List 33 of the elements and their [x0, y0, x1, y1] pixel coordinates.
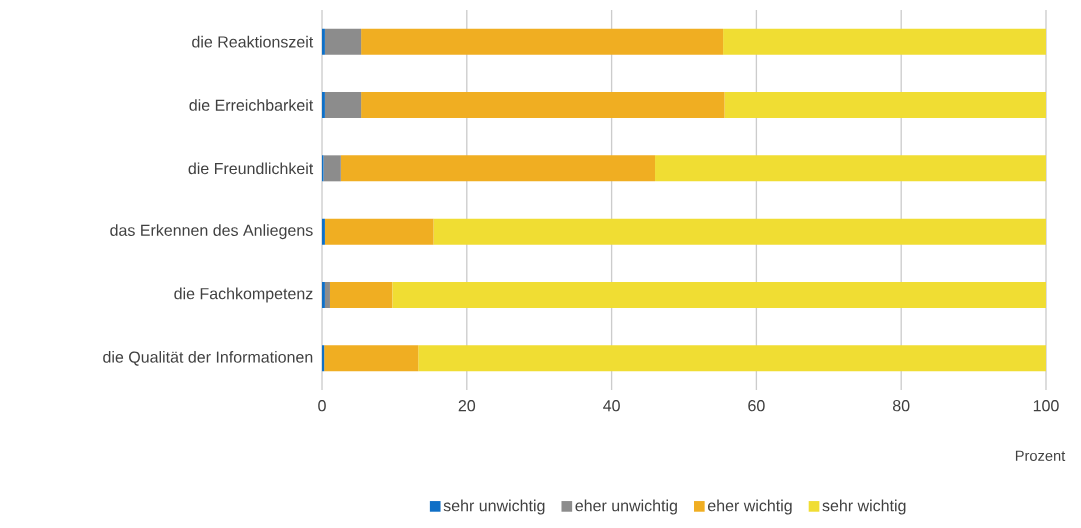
x-tick-label: 40: [603, 400, 620, 412]
y-tick-label: das Erkennen des Anliegens: [110, 224, 313, 240]
bar: [324, 345, 419, 372]
y-tick-label: die Qualität der Informationen: [103, 351, 313, 366]
bar: [324, 282, 330, 308]
bar: [361, 92, 725, 119]
bar: [655, 155, 1046, 182]
x-tick-label: 100: [1033, 400, 1059, 412]
bar: [329, 282, 393, 308]
bar: [361, 28, 724, 55]
bar: [324, 218, 434, 245]
y-tick-label: die Fachkompetenz: [174, 287, 313, 303]
bar: [392, 282, 1046, 308]
bar: [724, 92, 1046, 119]
x-tick-label: 80: [892, 400, 910, 412]
bar: [324, 28, 362, 55]
bar: [324, 92, 362, 119]
x-axis-title: Prozent: [1015, 450, 1066, 461]
legend-label: eher wichtig: [707, 499, 792, 515]
legend-label: sehr wichtig: [822, 499, 906, 515]
bar: [418, 345, 1046, 372]
y-tick-label: die Erreichbarkeit: [189, 99, 314, 111]
x-tick-label: 0: [318, 400, 326, 412]
x-tick-label: 60: [748, 400, 765, 412]
bar: [340, 155, 656, 182]
y-tick-label: die Freundlichkeit: [188, 162, 314, 175]
bar: [323, 155, 341, 182]
legend-label: sehr unwichtig: [443, 499, 545, 515]
legend-label: eher unwichtig: [575, 499, 677, 515]
x-tick-label: 20: [458, 400, 476, 412]
bar: [433, 218, 1046, 245]
bar: [723, 28, 1046, 55]
y-tick-label: die Reaktionszeit: [192, 35, 314, 48]
